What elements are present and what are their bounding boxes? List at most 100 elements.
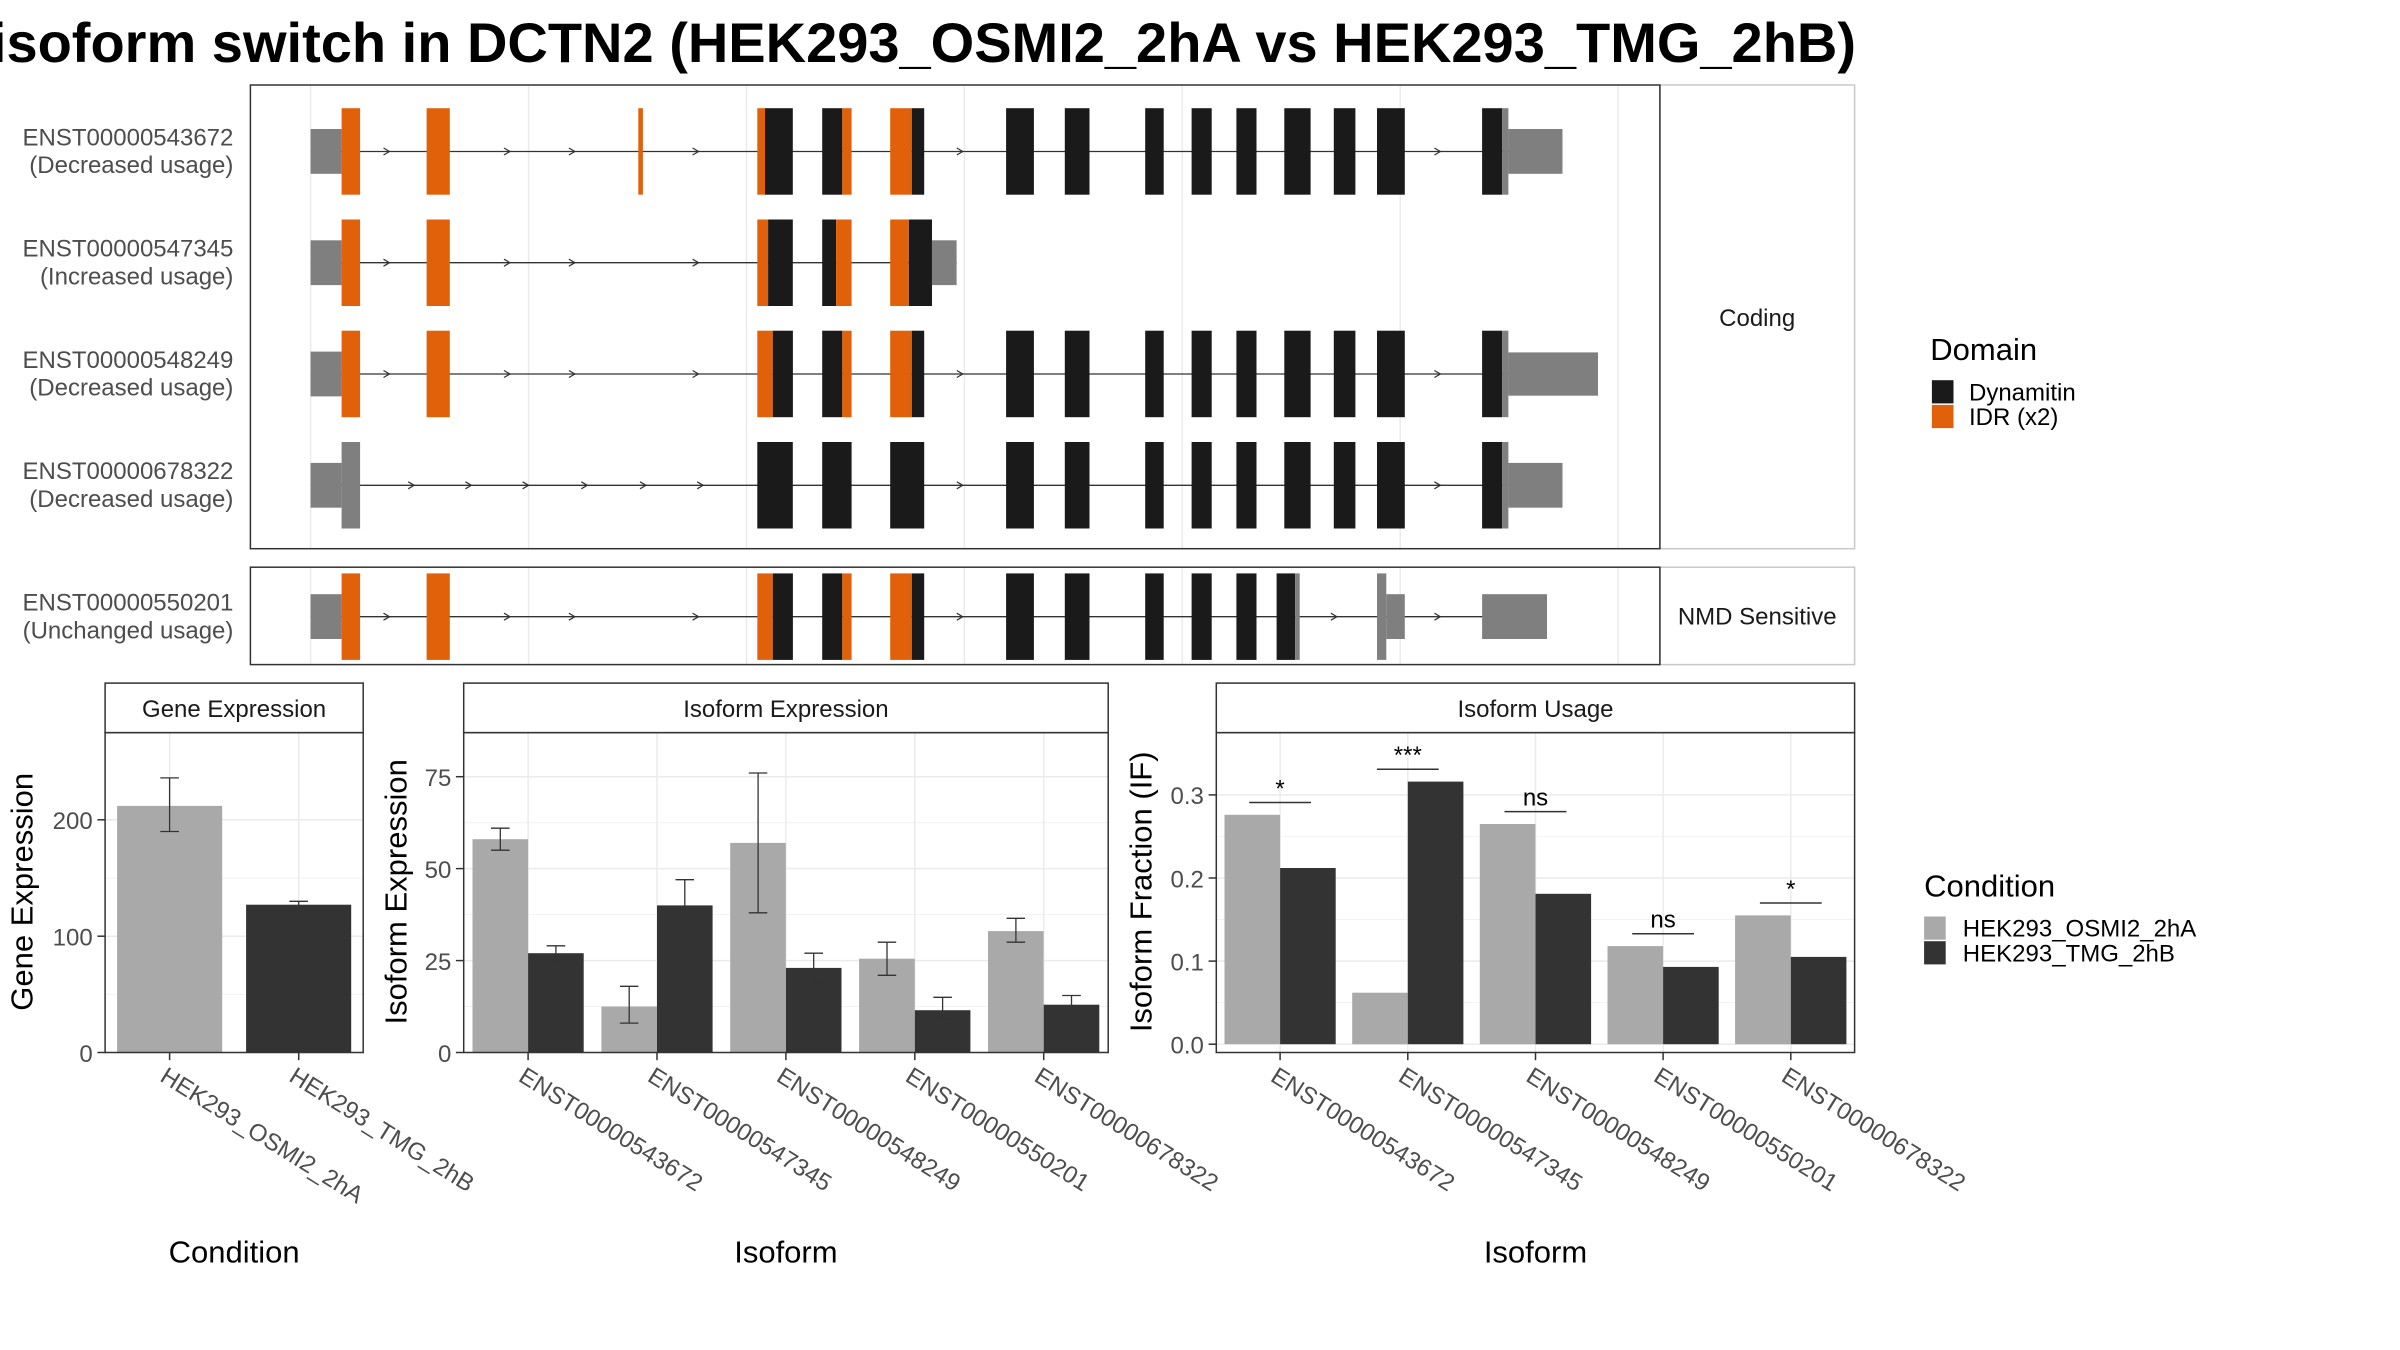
utr-exon (310, 462, 342, 508)
isoform-row-usage: (Decreased usage) (29, 375, 233, 402)
strand-arrow (503, 147, 512, 156)
isoform-row-usage: (Increased usage) (40, 263, 233, 290)
idr-domain-exon (757, 219, 769, 306)
y-axis-title: Gene Expression (5, 773, 40, 1011)
domain-legend-title: Domain (1930, 332, 2037, 367)
utr-exon (931, 240, 957, 286)
idr-domain-exon (842, 330, 852, 418)
chart-title: The isoform switch in DCTN2 (HEK293_OSMI… (0, 8, 1858, 78)
idr-domain-exon (890, 108, 912, 195)
dynamitin-domain-exon (1236, 442, 1257, 529)
coding-exon (1502, 442, 1509, 529)
dynamitin-domain-exon (1284, 442, 1311, 529)
idr-domain-exon (426, 330, 450, 418)
facet-strip (104, 682, 364, 734)
bar (1224, 814, 1281, 1045)
chart-title-text: The isoform switch in DCTN2 (HEK293_OSMI… (0, 11, 1856, 74)
dynamitin-domain-exon (822, 573, 843, 660)
facet-title: Isoform Usage (1457, 696, 1613, 723)
bar (528, 953, 584, 1053)
bar (472, 839, 529, 1053)
condition-legend-swatch (1924, 916, 1946, 940)
strand-arrow (383, 612, 391, 621)
strand-arrow (383, 147, 391, 156)
y-tick-label: 25 (425, 949, 452, 976)
dynamitin-domain-exon (1064, 442, 1090, 529)
bar (117, 805, 223, 1053)
x-axis-title: Condition (169, 1235, 300, 1270)
utr-exon (1508, 462, 1563, 508)
isoform-row-id: ENST00000547345 (23, 236, 234, 263)
strand-arrow (568, 612, 577, 621)
dynamitin-domain-exon (1236, 573, 1257, 660)
facet-title: Gene Expression (142, 696, 326, 723)
isoform-row-id: ENST00000550201 (23, 590, 234, 617)
dynamitin-domain-exon (772, 330, 793, 418)
dynamitin-domain-exon (1377, 330, 1405, 418)
structure-panel-border (249, 84, 1661, 550)
idr-domain-exon (341, 330, 361, 418)
dynamitin-domain-exon (1236, 330, 1257, 418)
coding-exon (1295, 573, 1300, 660)
strand-arrow (383, 369, 391, 379)
idr-domain-exon (836, 219, 852, 306)
idr-domain-exon (341, 219, 361, 306)
idr-domain-exon (842, 108, 852, 195)
dynamitin-domain-exon (1191, 442, 1212, 529)
utr-exon (1386, 594, 1405, 639)
strand-arrow (503, 258, 512, 267)
dynamitin-domain-exon (1377, 108, 1405, 195)
dynamitin-domain-exon (1145, 330, 1164, 418)
idr-domain-exon (426, 108, 450, 195)
dynamitin-domain-exon (1006, 573, 1034, 660)
facet-strip (1215, 682, 1856, 734)
strand-arrow (1434, 147, 1442, 156)
structure-panel-bg (250, 567, 1660, 665)
x-axis-title: Isoform (1484, 1235, 1587, 1270)
idr-domain-exon (426, 219, 450, 306)
dynamitin-domain-exon (890, 442, 925, 529)
x-axis-title: Isoform (734, 1235, 837, 1270)
isoform-row-id: ENST00000678322 (23, 458, 234, 485)
dynamitin-domain-exon (1191, 108, 1212, 195)
dynamitin-domain-exon (822, 108, 843, 195)
dynamitin-domain-exon (911, 108, 925, 195)
strand-arrow (1434, 369, 1442, 379)
bar (1607, 946, 1664, 1045)
bar (1352, 992, 1408, 1045)
y-tick-label: 0.1 (1171, 949, 1204, 976)
y-tick-label: 0.0 (1171, 1032, 1204, 1059)
y-tick-label: 50 (425, 857, 452, 884)
coding-exon (1502, 108, 1509, 195)
dynamitin-domain-exon (911, 573, 925, 660)
strand-arrow (568, 369, 577, 379)
strand-arrow (503, 369, 512, 379)
bar (246, 904, 352, 1053)
utr-exon (310, 129, 342, 174)
dynamitin-domain-exon (1284, 108, 1311, 195)
y-axis-title: Isoform Expression (379, 759, 414, 1024)
idr-domain-exon (890, 330, 912, 418)
dynamitin-domain-exon (1191, 573, 1212, 660)
idr-domain-exon (341, 573, 361, 660)
bar (1280, 868, 1336, 1045)
y-tick-label: 100 (53, 924, 93, 951)
isoform-row-usage: (Unchanged usage) (23, 617, 234, 644)
dynamitin-domain-exon (765, 108, 793, 195)
isoform-structure-ENST00000550201 (310, 573, 1547, 660)
significance-label: ns (1650, 907, 1675, 934)
dynamitin-domain-exon (822, 442, 852, 529)
dynamitin-domain-exon (1333, 442, 1356, 529)
dynamitin-domain-exon (1333, 108, 1356, 195)
y-tick-label: 75 (425, 765, 452, 792)
dynamitin-domain-exon (1482, 108, 1503, 195)
dynamitin-domain-exon (1006, 108, 1034, 195)
significance-label: *** (1394, 742, 1422, 769)
dynamitin-domain-exon (1276, 573, 1296, 660)
domain-legend-label: Dynamitin (1969, 379, 2076, 406)
dynamitin-domain-exon (1284, 330, 1311, 418)
strand-arrow (568, 147, 577, 156)
condition-legend-label: HEK293_OSMI2_2hA (1963, 916, 2196, 943)
dynamitin-domain-exon (1145, 442, 1164, 529)
strand-arrow (522, 481, 530, 490)
